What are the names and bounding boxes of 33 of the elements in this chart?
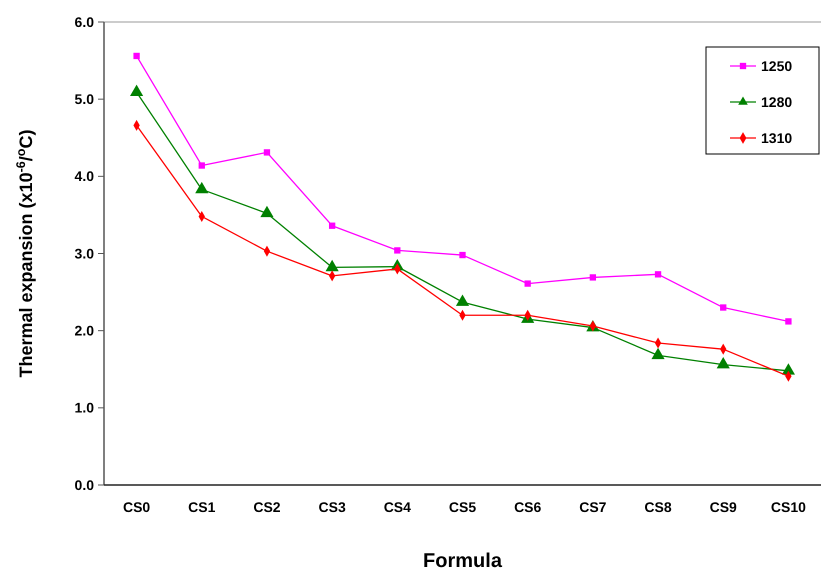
point	[524, 280, 531, 287]
legend-label: 1280	[761, 94, 792, 110]
x-tick-label: CS6	[514, 499, 542, 515]
y-tick-label: 1.0	[74, 400, 94, 416]
point	[133, 52, 140, 60]
y-tick-label: 6.0	[74, 14, 94, 30]
x-tick-label: CS8	[644, 499, 672, 515]
legend-label: 1310	[761, 130, 792, 146]
x-tick-label: CS4	[384, 499, 412, 515]
point	[394, 247, 400, 254]
x-tick-label: CS9	[710, 499, 738, 515]
x-tick-label: CS2	[253, 499, 281, 515]
x-tick-label: CS5	[448, 499, 476, 515]
x-tick-label: CS10	[770, 499, 806, 515]
point	[720, 304, 726, 311]
x-tick-label: CS0	[122, 499, 150, 515]
x-axis-title: Formula	[423, 550, 503, 572]
y-tick-label: 5.0	[74, 91, 94, 108]
legend-label: 1250	[761, 58, 792, 74]
x-tick-label: CS1	[188, 499, 216, 515]
point	[198, 162, 205, 169]
y-tick-label: 4.0	[74, 168, 94, 184]
point	[328, 222, 336, 229]
point	[785, 318, 792, 325]
y-tick-label: 3.0	[74, 245, 94, 262]
point	[590, 274, 596, 281]
point	[459, 252, 466, 258]
x-tick-label: CS7	[579, 499, 607, 515]
point	[654, 271, 662, 278]
y-tick-label: 2.0	[74, 322, 94, 339]
y-tick-label: 0.0	[74, 476, 94, 493]
point	[264, 149, 270, 156]
x-tick-label: CS3	[318, 499, 346, 515]
